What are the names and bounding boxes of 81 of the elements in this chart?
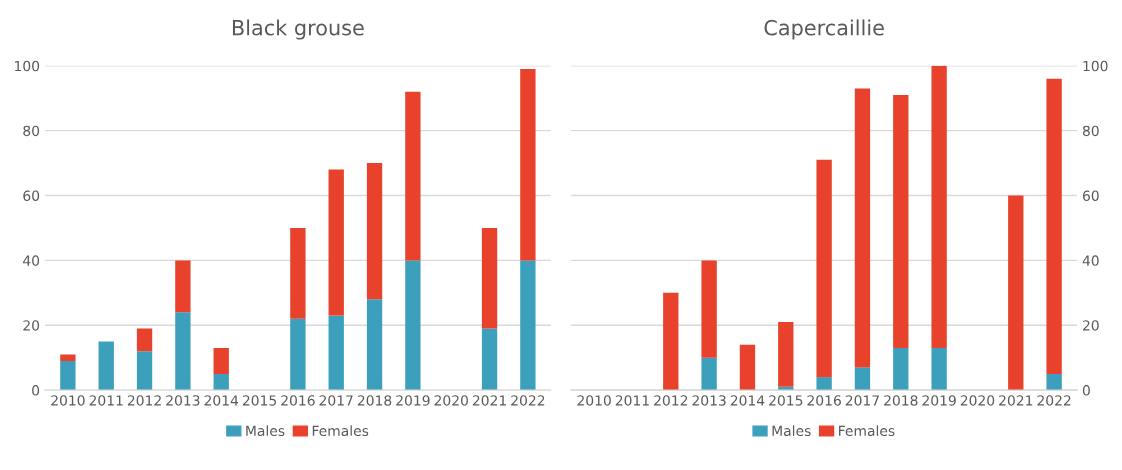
bar — [290, 318, 306, 391]
bar — [328, 169, 344, 316]
y2-tick-label: 100 — [1083, 60, 1108, 72]
y-tick-label: 100 — [15, 60, 40, 72]
legend-label: Males — [772, 425, 811, 437]
bar — [854, 367, 871, 391]
x-tick-label: 2021 — [472, 395, 506, 406]
bar — [60, 360, 76, 391]
x-tick-label: 2018 — [884, 395, 918, 406]
bar — [816, 159, 832, 378]
bar — [520, 260, 536, 391]
x-tick-label: 2013 — [692, 395, 726, 406]
y2-tick-label: 60 — [1082, 190, 1099, 201]
bar — [366, 163, 383, 300]
x-tick-label: 2022 — [1037, 395, 1071, 406]
x-tick-label: 2015 — [242, 395, 277, 406]
bar — [663, 292, 679, 391]
bar — [854, 88, 871, 368]
y-tick-label: 40 — [23, 255, 40, 266]
bar — [701, 260, 717, 358]
bar — [893, 94, 909, 348]
x-tick-label: 2012 — [127, 395, 161, 406]
x-tick-label: 2015 — [769, 395, 803, 406]
bar — [931, 65, 947, 348]
bar — [931, 347, 947, 391]
bar — [481, 227, 498, 329]
bar — [778, 322, 794, 387]
x-tick-label: 2016 — [807, 395, 841, 406]
bar — [1008, 195, 1024, 391]
x-tick-label: 2014 — [204, 395, 239, 406]
bar — [816, 377, 832, 391]
x-tick-label: 2011 — [615, 395, 649, 406]
bar — [136, 328, 153, 352]
y2-tick-label: 0 — [1082, 385, 1090, 396]
y-tick-label: 0 — [32, 385, 40, 396]
x-tick-label: 2010 — [577, 395, 611, 406]
bar — [213, 373, 229, 391]
y2-tick-label: 80 — [1082, 125, 1099, 137]
x-tick-label: 2019 — [922, 395, 956, 406]
y2-tick-label: 20 — [1083, 320, 1099, 331]
x-tick-label: 2013 — [166, 395, 200, 406]
y-tick-label: 80 — [23, 125, 40, 137]
x-tick-label: 2022 — [511, 395, 545, 406]
x-tick-label: 2021 — [999, 395, 1033, 406]
x-tick-label: 2020 — [960, 395, 995, 406]
bar — [1046, 373, 1062, 391]
x-tick-label: 2017 — [319, 395, 353, 406]
bar — [290, 227, 306, 319]
x-tick-label: 2018 — [357, 395, 392, 406]
bar — [366, 299, 383, 391]
bar — [60, 354, 76, 361]
y-tick-label: 60 — [23, 190, 40, 201]
x-tick-label: 2017 — [845, 395, 879, 406]
bar — [481, 328, 498, 391]
y-tick-label: 20 — [23, 320, 40, 331]
bar — [98, 341, 114, 391]
x-tick-label: 2010 — [51, 395, 85, 406]
bar — [701, 357, 717, 391]
legend-label: Males — [246, 425, 285, 437]
bar — [520, 69, 536, 261]
y2-tick-label: 40 — [1082, 255, 1099, 266]
bar — [1046, 78, 1062, 374]
chart-title: Black grouse — [232, 19, 364, 40]
bar — [405, 260, 421, 391]
bar — [175, 260, 191, 313]
legend-label: Females — [839, 425, 895, 437]
bar — [136, 351, 153, 391]
x-tick-label: 2012 — [654, 395, 688, 406]
x-tick-label: 2019 — [396, 395, 430, 406]
bar — [213, 347, 229, 374]
bar — [328, 315, 344, 391]
x-tick-label: 2020 — [434, 395, 468, 406]
bar — [175, 312, 191, 391]
bar — [893, 347, 909, 391]
bar — [739, 344, 756, 391]
x-tick-label: 2011 — [89, 395, 123, 406]
x-tick-label: 2014 — [730, 395, 765, 406]
x-tick-label: 2016 — [281, 395, 315, 406]
chart-title: Capercaillie — [764, 19, 884, 40]
bar — [405, 91, 421, 261]
legend-label: Females — [312, 425, 369, 437]
